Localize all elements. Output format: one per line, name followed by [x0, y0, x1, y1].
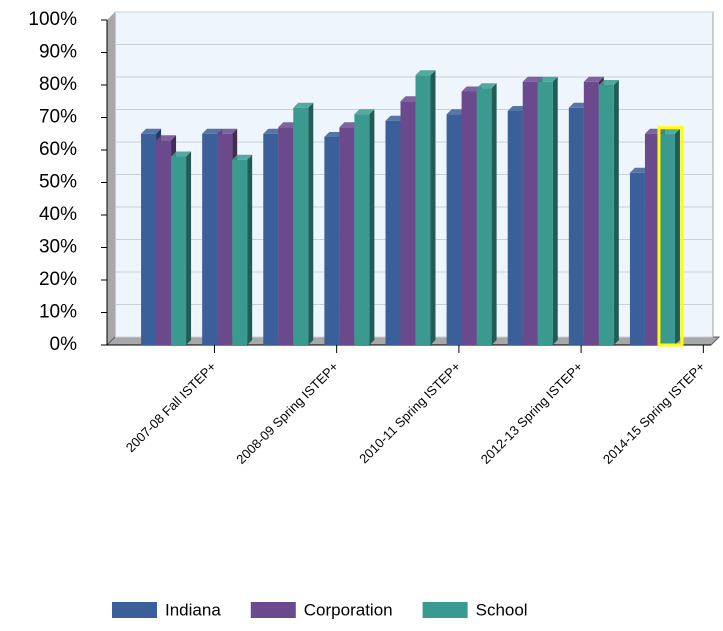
bar-side [308, 102, 314, 345]
legend-swatch [422, 602, 468, 618]
legend-label: Corporation [304, 600, 393, 619]
x-tick-label: 2007-08 Fall ISTEP+ [123, 359, 219, 455]
bar-front [339, 127, 355, 345]
bar-top [415, 70, 436, 76]
bar-front [156, 140, 172, 345]
bar-front [507, 111, 523, 345]
selection-outline [657, 126, 684, 347]
legend-swatch [112, 602, 157, 618]
bar-front [278, 127, 294, 345]
bar-front [171, 156, 187, 345]
bar-top [293, 102, 314, 108]
x-tick-label: 2008-09 Spring ISTEP+ [233, 359, 341, 467]
bar-front [446, 114, 462, 345]
bar [415, 70, 436, 345]
y-tick-label: 50% [39, 172, 77, 193]
bar-top [537, 76, 558, 82]
bar [659, 128, 680, 345]
bar [171, 151, 192, 345]
bar-front [659, 133, 675, 345]
bar-top [476, 83, 497, 89]
side-wall [107, 12, 115, 345]
bar-side [613, 80, 619, 345]
y-tick-label: 70% [39, 107, 77, 128]
y-tick-label: 40% [39, 204, 77, 225]
bar-top [522, 76, 543, 82]
legend-label: School [476, 600, 528, 619]
legend-swatch [250, 602, 296, 618]
y-tick-label: 80% [39, 74, 77, 95]
bar-front [232, 159, 248, 345]
bar-front [354, 114, 370, 345]
bar-front [293, 107, 309, 345]
bar-side [674, 128, 680, 345]
bar-side [369, 109, 375, 345]
bar [598, 80, 619, 345]
bar-front [400, 101, 416, 345]
bar-side [491, 83, 497, 345]
legend: Indiana Corporation School [112, 600, 528, 619]
bar-top [217, 128, 238, 134]
bar-top [232, 154, 253, 160]
bar-front [522, 81, 538, 345]
legend-label: Indiana [165, 600, 221, 619]
bar-top [171, 151, 192, 157]
bar-front [537, 81, 553, 345]
bar-top [583, 76, 604, 82]
bar-front [324, 137, 340, 345]
bar-front [217, 133, 233, 345]
y-tick-label: 20% [39, 269, 77, 290]
y-tick-label: 90% [39, 42, 77, 63]
bar-top [598, 80, 619, 85]
bar-front [202, 133, 218, 345]
x-tick-label: 2010-11 Spring ISTEP+ [356, 359, 463, 466]
bar-top [354, 109, 375, 115]
y-tick-label: 100% [28, 9, 77, 30]
bar [232, 154, 253, 345]
bar-front [629, 172, 645, 345]
bar [354, 109, 375, 345]
bar-side [552, 76, 558, 345]
y-tick-label: 10% [39, 302, 77, 323]
bar-front [141, 133, 157, 345]
x-tick-label: 2014-15 Spring ISTEP+ [600, 359, 708, 467]
bar-front [476, 88, 492, 345]
bar [476, 83, 497, 345]
bar-front [385, 120, 401, 345]
x-tick-label: 2012-13 Spring ISTEP+ [478, 359, 586, 467]
bar-front [598, 85, 614, 345]
bar-top [156, 135, 177, 141]
bar-front [568, 107, 584, 345]
y-tick-label: 60% [39, 139, 77, 160]
bar-front [583, 81, 599, 345]
y-tick-label: 30% [39, 237, 77, 258]
bar-front [263, 133, 279, 345]
bar-top [202, 128, 223, 134]
bar-top [141, 128, 162, 134]
bar-front [461, 91, 477, 345]
bar-side [186, 151, 192, 345]
bar [537, 76, 558, 345]
bar-side [430, 70, 436, 345]
bar-front [644, 133, 660, 345]
bar [293, 102, 314, 345]
bar-front [415, 75, 431, 345]
y-tick-label: 0% [50, 334, 78, 355]
bar-side [247, 154, 253, 345]
bar-top [659, 128, 680, 134]
